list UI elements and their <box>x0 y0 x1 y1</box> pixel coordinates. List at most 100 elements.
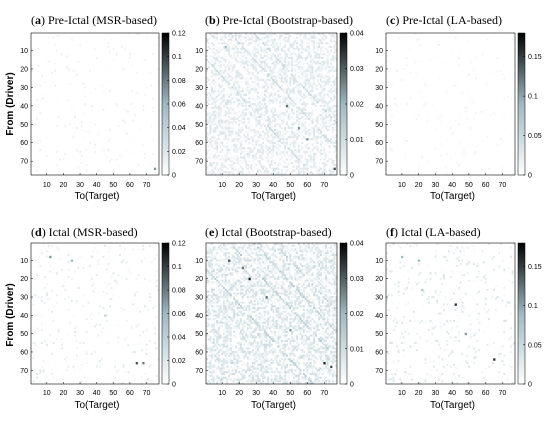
heatmap-cell <box>214 69 217 72</box>
heatmap-cell <box>258 64 261 67</box>
heatmap-cell <box>436 165 439 168</box>
heatmap-cell <box>280 84 283 87</box>
heatmap-cell <box>99 360 102 363</box>
heatmap-cell <box>311 60 314 63</box>
heatmap-cell <box>319 104 322 107</box>
heatmap-cell <box>228 49 231 52</box>
heatmap-cell <box>309 68 312 71</box>
heatmap-cell <box>228 123 231 126</box>
heatmap-cell <box>309 71 312 74</box>
heatmap-cell <box>217 90 220 93</box>
heatmap-cell <box>316 45 319 48</box>
heatmap-cell <box>416 117 419 120</box>
heatmap-cell <box>263 86 266 89</box>
heatmap-cell <box>299 90 302 93</box>
heatmap-cell <box>321 263 324 266</box>
heatmap-cell <box>279 246 282 249</box>
heatmap-cell <box>309 56 312 60</box>
heatmap-cell <box>209 88 212 91</box>
heatmap-cell <box>69 123 72 126</box>
heatmap-cell <box>277 268 280 271</box>
heatmap-cell <box>219 253 222 257</box>
heatmap-cell <box>267 244 270 247</box>
heatmap-cell <box>217 274 220 277</box>
heatmap-cell <box>135 33 138 36</box>
heatmap-cell <box>49 264 52 267</box>
heatmap-cell <box>255 90 258 93</box>
heatmap-cell <box>314 53 317 56</box>
heatmap-cell <box>229 158 232 161</box>
heatmap-cell <box>301 97 304 100</box>
heatmap-cell <box>311 119 314 122</box>
heatmap-cell <box>321 112 324 115</box>
heatmap-cell <box>321 62 324 65</box>
heatmap-cell <box>221 165 224 168</box>
heatmap-cell <box>297 55 300 58</box>
heatmap-cell <box>224 58 227 61</box>
heatmap-cell <box>330 99 333 102</box>
heatmap-cell <box>255 253 258 257</box>
heatmap-cell <box>255 274 258 277</box>
heatmap-cell <box>255 266 258 269</box>
heatmap-cell <box>279 127 282 130</box>
heatmap-cell <box>223 158 225 161</box>
heatmap-cell <box>32 303 35 306</box>
heatmap-cell <box>301 169 304 172</box>
heatmap-cell <box>304 127 307 130</box>
heatmap-cell <box>313 128 316 131</box>
heatmap-cell <box>238 69 241 72</box>
heatmap-cell <box>228 62 231 65</box>
heatmap-cell <box>228 134 231 137</box>
heatmap-cell <box>304 71 307 74</box>
heatmap-cell <box>289 73 292 76</box>
heatmap-cell <box>302 97 305 100</box>
heatmap-cell <box>270 127 273 130</box>
heatmap-cell <box>282 110 285 113</box>
heatmap-cell <box>240 38 242 41</box>
heatmap-cell <box>284 138 287 141</box>
heatmap-cell <box>292 88 295 91</box>
heatmap-cell <box>326 80 329 83</box>
heatmap-cell <box>206 77 208 80</box>
heatmap-cell <box>321 95 324 98</box>
heatmap-cell <box>243 93 246 96</box>
heatmap-cell <box>386 60 388 63</box>
heatmap-cell <box>255 79 258 82</box>
heatmap-cell <box>262 165 265 168</box>
heatmap-cell <box>248 160 251 163</box>
heatmap-cell <box>285 68 288 71</box>
heatmap-cell <box>409 71 412 74</box>
heatmap-cell <box>291 152 293 155</box>
heatmap-cell <box>209 152 212 155</box>
heatmap-cell <box>304 283 307 286</box>
heatmap-cell <box>265 90 268 93</box>
heatmap-cell <box>326 95 329 98</box>
heatmap-cell <box>217 68 220 71</box>
heatmap-cell <box>302 36 305 39</box>
heatmap-cell <box>333 123 336 126</box>
heatmap-cell <box>257 108 259 111</box>
heatmap-cell <box>229 88 232 91</box>
heatmap-cell <box>299 112 302 115</box>
heatmap-cell <box>304 250 307 253</box>
heatmap-cell <box>268 117 271 120</box>
heatmap-cell <box>323 68 326 71</box>
heatmap-cell <box>238 110 241 113</box>
heatmap-cell <box>302 160 305 163</box>
heatmap-cell <box>316 75 319 78</box>
heatmap-cell <box>313 283 316 286</box>
heatmap-cell <box>248 86 251 89</box>
heatmap-cell <box>313 250 316 253</box>
heatmap-cell <box>325 277 327 280</box>
heatmap-cell <box>284 101 287 104</box>
heatmap-cell <box>272 45 275 48</box>
heatmap-cell <box>314 71 317 74</box>
heatmap-cell <box>238 99 241 102</box>
heatmap-cell <box>229 53 232 56</box>
heatmap-cell <box>318 82 321 85</box>
heatmap-cell <box>287 47 290 50</box>
heatmap-cell <box>304 151 307 154</box>
y-tick-label: 20 <box>20 66 28 73</box>
heatmap-cell <box>328 108 331 111</box>
heatmap-cell <box>107 246 110 249</box>
